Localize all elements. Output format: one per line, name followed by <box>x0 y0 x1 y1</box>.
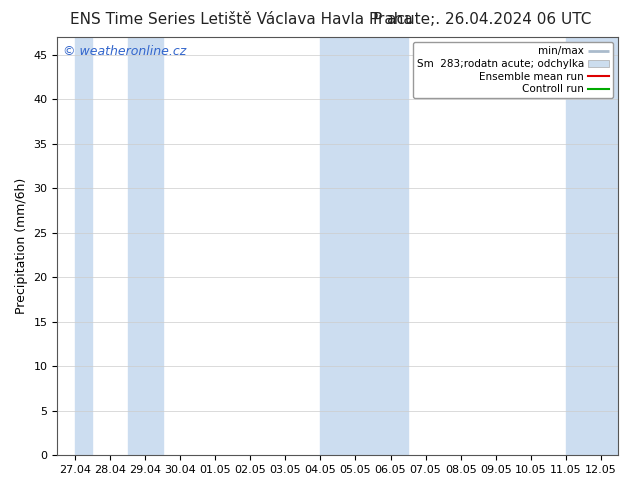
Bar <box>566 37 619 455</box>
Text: ENS Time Series Letiště Václava Havla Praha: ENS Time Series Letiště Václava Havla Pr… <box>70 12 412 27</box>
Bar <box>320 37 408 455</box>
Text: © weatheronline.cz: © weatheronline.cz <box>63 46 186 58</box>
Text: P acute;. 26.04.2024 06 UTC: P acute;. 26.04.2024 06 UTC <box>373 12 591 27</box>
Legend: min/max, Sm  283;rodatn acute; odchylka, Ensemble mean run, Controll run: min/max, Sm 283;rodatn acute; odchylka, … <box>413 42 613 98</box>
Y-axis label: Precipitation (mm/6h): Precipitation (mm/6h) <box>15 178 28 314</box>
Bar <box>127 37 162 455</box>
Bar <box>75 37 93 455</box>
